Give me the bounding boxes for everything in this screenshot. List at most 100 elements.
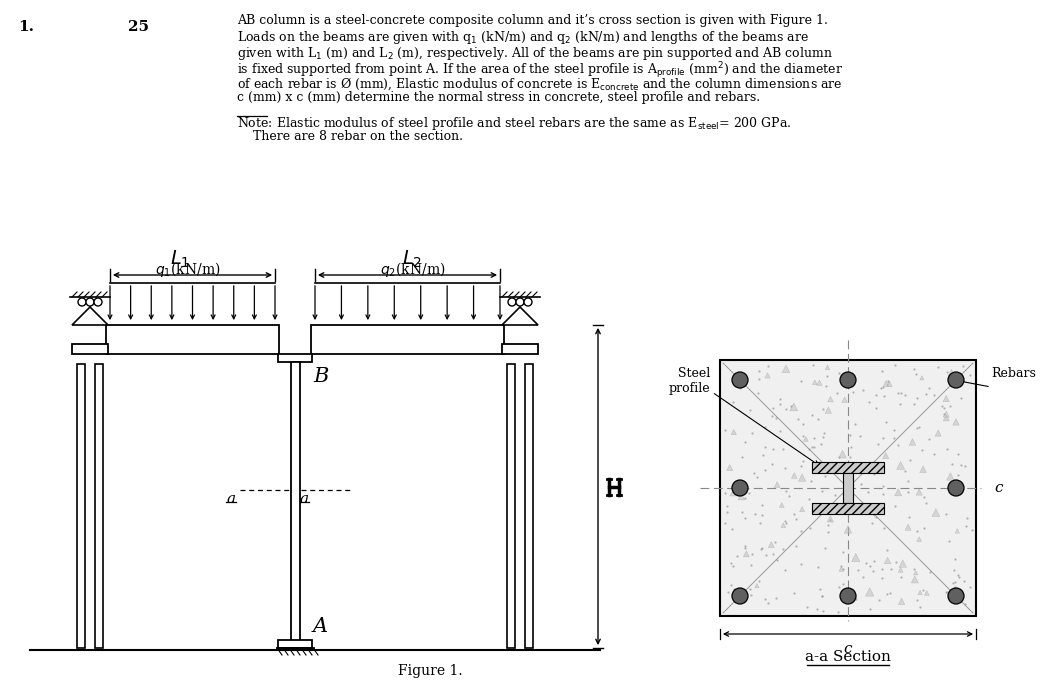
Polygon shape [920, 376, 924, 380]
Polygon shape [816, 380, 822, 385]
Polygon shape [920, 466, 926, 473]
Polygon shape [799, 474, 806, 481]
Polygon shape [924, 590, 930, 595]
Polygon shape [918, 590, 922, 595]
Bar [95, 364, 103, 648]
Polygon shape [730, 489, 737, 496]
Polygon shape [755, 583, 759, 588]
Polygon shape [935, 430, 941, 436]
Bar [843, 473, 853, 503]
Polygon shape [916, 489, 922, 495]
Bar [106, 325, 279, 354]
Circle shape [732, 588, 748, 604]
Text: a: a [226, 492, 236, 506]
Text: $L_1$: $L_1$ [171, 249, 191, 270]
Polygon shape [800, 507, 805, 512]
Polygon shape [905, 524, 911, 530]
Text: Rebars: Rebars [991, 367, 1035, 380]
Polygon shape [825, 365, 830, 369]
Circle shape [524, 298, 532, 306]
Circle shape [516, 298, 524, 306]
Polygon shape [502, 307, 538, 325]
Polygon shape [827, 516, 833, 522]
Bar [502, 344, 538, 354]
Polygon shape [852, 553, 860, 562]
Text: c: c [994, 481, 1003, 495]
Text: profile: profile [669, 382, 709, 395]
Polygon shape [932, 509, 940, 516]
Polygon shape [780, 503, 784, 507]
Text: Note: Elastic modulus of steel profile and steel rebars are the same as E$_{\rm : Note: Elastic modulus of steel profile a… [237, 115, 791, 132]
Polygon shape [948, 369, 955, 376]
Polygon shape [782, 365, 790, 373]
Text: c: c [844, 642, 852, 656]
Text: There are 8 rebar on the section.: There are 8 rebar on the section. [237, 130, 463, 144]
Bar [77, 364, 85, 648]
Circle shape [948, 480, 964, 496]
Text: c (mm) x c (mm) determine the normal stress in concrete, steel profile and rebar: c (mm) x c (mm) determine the normal str… [237, 91, 760, 105]
Bar [525, 364, 533, 648]
Circle shape [948, 588, 964, 604]
Polygon shape [781, 523, 786, 528]
Bar [507, 364, 515, 648]
Text: Loads on the beams are given with q$_1$ (kN/m) and q$_2$ (kN/m) and lengths of t: Loads on the beams are given with q$_1$ … [237, 29, 809, 47]
Polygon shape [790, 403, 798, 411]
Polygon shape [887, 381, 892, 387]
Polygon shape [732, 429, 737, 435]
Text: $q_2$(kN/m): $q_2$(kN/m) [379, 260, 445, 279]
Polygon shape [726, 464, 733, 470]
Polygon shape [898, 598, 904, 604]
Polygon shape [898, 567, 903, 572]
Circle shape [78, 298, 86, 306]
Polygon shape [946, 473, 954, 480]
Polygon shape [914, 571, 918, 575]
Polygon shape [791, 473, 798, 478]
Circle shape [94, 298, 102, 306]
Polygon shape [956, 589, 963, 597]
Polygon shape [955, 529, 960, 533]
Bar [812, 462, 885, 473]
Text: A: A [313, 617, 328, 636]
Polygon shape [953, 419, 959, 425]
Text: $L_2$: $L_2$ [402, 249, 422, 270]
Text: 1.: 1. [18, 20, 34, 34]
Text: a: a [299, 492, 308, 506]
Polygon shape [738, 493, 745, 500]
Polygon shape [912, 576, 918, 583]
Polygon shape [743, 551, 749, 557]
Polygon shape [917, 537, 921, 542]
Text: B: B [313, 367, 328, 385]
Circle shape [840, 372, 856, 388]
Bar [278, 354, 312, 362]
Polygon shape [825, 407, 831, 413]
Polygon shape [812, 380, 817, 385]
Polygon shape [842, 397, 848, 402]
Text: $q_1$(kN/m): $q_1$(kN/m) [155, 260, 220, 279]
Polygon shape [883, 381, 889, 386]
Polygon shape [846, 381, 851, 387]
Text: Figure 1.: Figure 1. [397, 664, 462, 678]
Bar [812, 503, 885, 514]
Polygon shape [828, 397, 833, 402]
Text: 25: 25 [128, 20, 149, 34]
Polygon shape [943, 411, 949, 417]
Bar [278, 640, 312, 648]
Polygon shape [838, 450, 847, 458]
Text: Steel: Steel [678, 367, 709, 380]
Circle shape [948, 372, 964, 388]
Bar [290, 362, 300, 648]
Bar [720, 360, 976, 616]
Text: a-a Section: a-a Section [805, 650, 891, 664]
Polygon shape [768, 542, 774, 548]
Circle shape [86, 298, 94, 306]
Circle shape [732, 372, 748, 388]
Polygon shape [774, 482, 780, 487]
Polygon shape [943, 395, 949, 401]
Polygon shape [866, 588, 874, 596]
Polygon shape [845, 526, 852, 533]
Text: AB column is a steel-concrete composite column and it’s cross section is given w: AB column is a steel-concrete composite … [237, 14, 828, 27]
Polygon shape [839, 567, 844, 572]
Text: is fixed supported from point A. If the area of the steel profile is A$_{\rm pro: is fixed supported from point A. If the … [237, 61, 843, 81]
Polygon shape [765, 373, 770, 378]
Polygon shape [899, 560, 907, 567]
